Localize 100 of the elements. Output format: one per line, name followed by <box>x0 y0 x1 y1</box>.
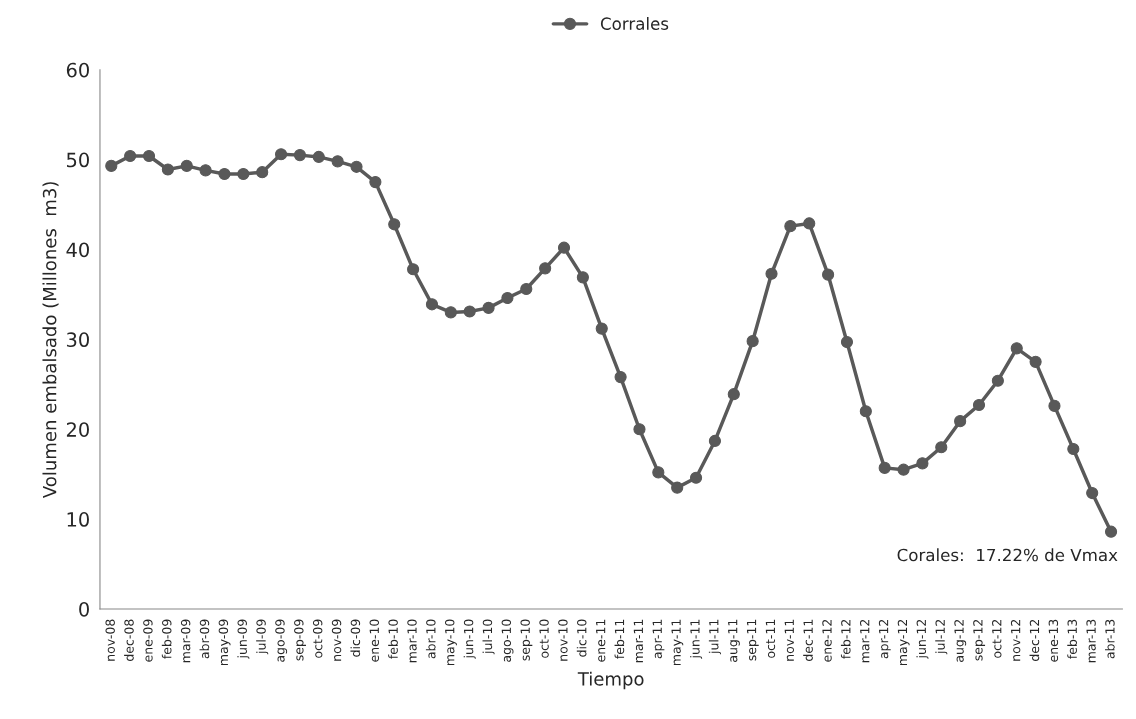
x-tick-label: oct-10 <box>539 619 549 658</box>
point <box>765 267 778 280</box>
point <box>161 163 174 176</box>
point <box>444 306 457 319</box>
y-axis-title: Volumen embalsado (Millones m3) <box>42 182 59 499</box>
point <box>199 164 212 177</box>
x-tick-label: jul-12 <box>935 619 948 655</box>
x-tick-label: nov-11 <box>784 619 794 661</box>
point <box>124 149 137 163</box>
point <box>237 167 250 181</box>
point <box>1067 442 1080 456</box>
point <box>180 159 193 172</box>
y-tick-label: 10 <box>67 512 89 527</box>
point <box>369 176 382 189</box>
x-tick-label: ene-13 <box>1048 619 1059 662</box>
x-tick-label: feb-09 <box>161 619 172 659</box>
point <box>312 150 325 163</box>
x-tick-label: mar-11 <box>633 619 644 663</box>
x-tick-label: sep-10 <box>520 619 533 661</box>
x-tick-label: mar-10 <box>407 619 417 663</box>
point <box>633 423 646 436</box>
x-tick-label: jul-11 <box>708 619 721 655</box>
x-tick-label: nov-10 <box>558 619 568 661</box>
legend-label: Corrales <box>600 17 669 30</box>
point <box>501 291 514 305</box>
point <box>350 160 363 173</box>
point <box>671 481 684 494</box>
point <box>614 371 627 384</box>
point <box>256 166 269 179</box>
x-tick-label: ene-12 <box>822 619 832 662</box>
x-tick-label: mar-12 <box>860 619 870 663</box>
point <box>822 268 835 281</box>
point <box>557 241 571 254</box>
x-tick-label: sep-09 <box>294 619 306 661</box>
x-tick-label: dic-10 <box>576 619 587 657</box>
x-tick-label: feb-11 <box>614 619 625 659</box>
x-tick-label: feb-13 <box>1067 619 1077 659</box>
point <box>727 388 740 401</box>
x-tick-label: may-09 <box>218 619 231 666</box>
point <box>689 471 703 484</box>
x-tick-label: dec-11 <box>803 619 813 661</box>
point <box>954 415 967 428</box>
y-tick-label: 0 <box>79 601 89 617</box>
point <box>463 305 476 318</box>
point <box>425 298 439 311</box>
x-tick-label: mar-13 <box>1086 619 1096 663</box>
x-tick-label: jun-10 <box>463 619 476 659</box>
x-tick-label: sep-11 <box>746 619 759 661</box>
point <box>482 301 495 314</box>
point <box>142 149 156 163</box>
x-tick-label: apr-12 <box>878 619 891 659</box>
x-tick-label: feb-10 <box>388 619 398 659</box>
x-tick-label: jul-10 <box>482 619 495 655</box>
x-tick-label: aug-12 <box>954 619 967 662</box>
x-tick-label: mar-09 <box>180 619 191 663</box>
point <box>916 457 929 470</box>
y-tick-label: 50 <box>67 152 89 168</box>
x-tick-label: jun-12 <box>916 619 929 659</box>
x-tick-label: may-12 <box>897 619 910 666</box>
point <box>652 466 665 479</box>
x-tick-label: dec-12 <box>1029 619 1040 661</box>
point <box>859 405 872 418</box>
point <box>1010 342 1023 355</box>
x-tick-label: abr-09 <box>199 619 210 659</box>
x-tick-label: ago-10 <box>501 619 514 662</box>
point <box>576 271 589 284</box>
x-tick-label: aug-11 <box>728 619 740 662</box>
point <box>746 335 759 348</box>
point <box>331 155 344 168</box>
point <box>935 441 948 454</box>
point <box>991 374 1004 387</box>
y-tick-label: 30 <box>66 332 89 348</box>
point <box>1104 525 1118 538</box>
x-tick-label: abr-13 <box>1105 619 1115 659</box>
point <box>388 218 401 231</box>
x-tick-label: feb-12 <box>840 619 851 659</box>
point <box>520 282 533 296</box>
x-tick-label: sep-12 <box>973 619 986 661</box>
x-tick-label: ene-10 <box>369 619 379 662</box>
point <box>1048 399 1061 412</box>
point <box>293 149 306 162</box>
point <box>105 159 118 172</box>
point <box>407 263 420 276</box>
point <box>897 463 910 476</box>
x-tick-label: jul-09 <box>256 619 269 655</box>
x-tick-label: jun-11 <box>690 619 703 659</box>
x-tick-label: nov-09 <box>331 619 342 661</box>
y-tick-label: 40 <box>66 242 89 258</box>
point <box>274 148 288 161</box>
x-tick-label: abr-10 <box>425 619 436 659</box>
x-tick-label: may-10 <box>445 619 457 666</box>
point <box>539 262 552 275</box>
x-tick-label: dic-09 <box>350 619 361 657</box>
point <box>708 434 721 447</box>
x-tick-label: ago-09 <box>275 619 288 662</box>
annotation: Corales: 17.22% de Vmax <box>897 548 1118 562</box>
point <box>840 335 854 349</box>
point <box>803 217 816 230</box>
x-tick-label: oct-11 <box>765 619 776 658</box>
point <box>1029 355 1042 368</box>
